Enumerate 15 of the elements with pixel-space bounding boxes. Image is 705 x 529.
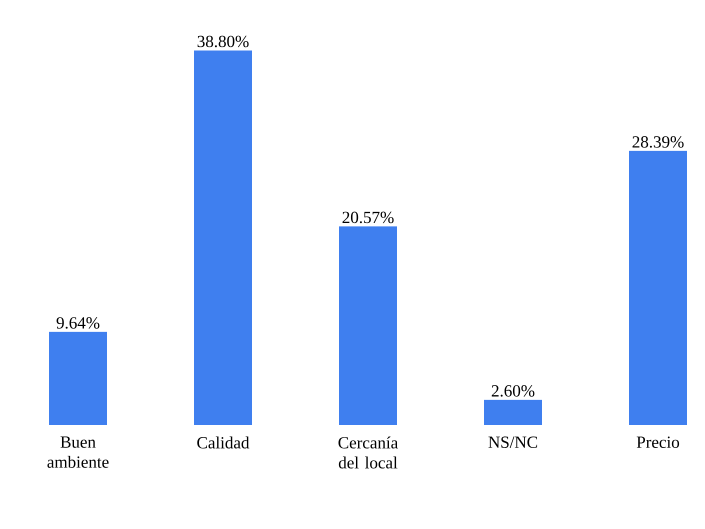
x-tick-label: Precio: [636, 436, 680, 448]
data-label: 38.80%: [198, 36, 249, 48]
x-tick-label: Buen ambiente: [47, 436, 109, 468]
data-label: 20.57%: [342, 212, 394, 224]
bar: [339, 226, 398, 425]
data-label: 2.60%: [492, 385, 534, 397]
bar: [49, 332, 108, 425]
x-tick-label: Calidad: [197, 436, 250, 448]
bar: [484, 400, 542, 425]
bar: [194, 50, 252, 425]
x-tick-label: Cercanía del local: [338, 436, 398, 469]
bar: [629, 150, 687, 425]
x-tick-label: NS/NC: [488, 436, 538, 448]
data-label: 28.39%: [632, 136, 684, 148]
data-label: 9.64%: [56, 317, 100, 329]
